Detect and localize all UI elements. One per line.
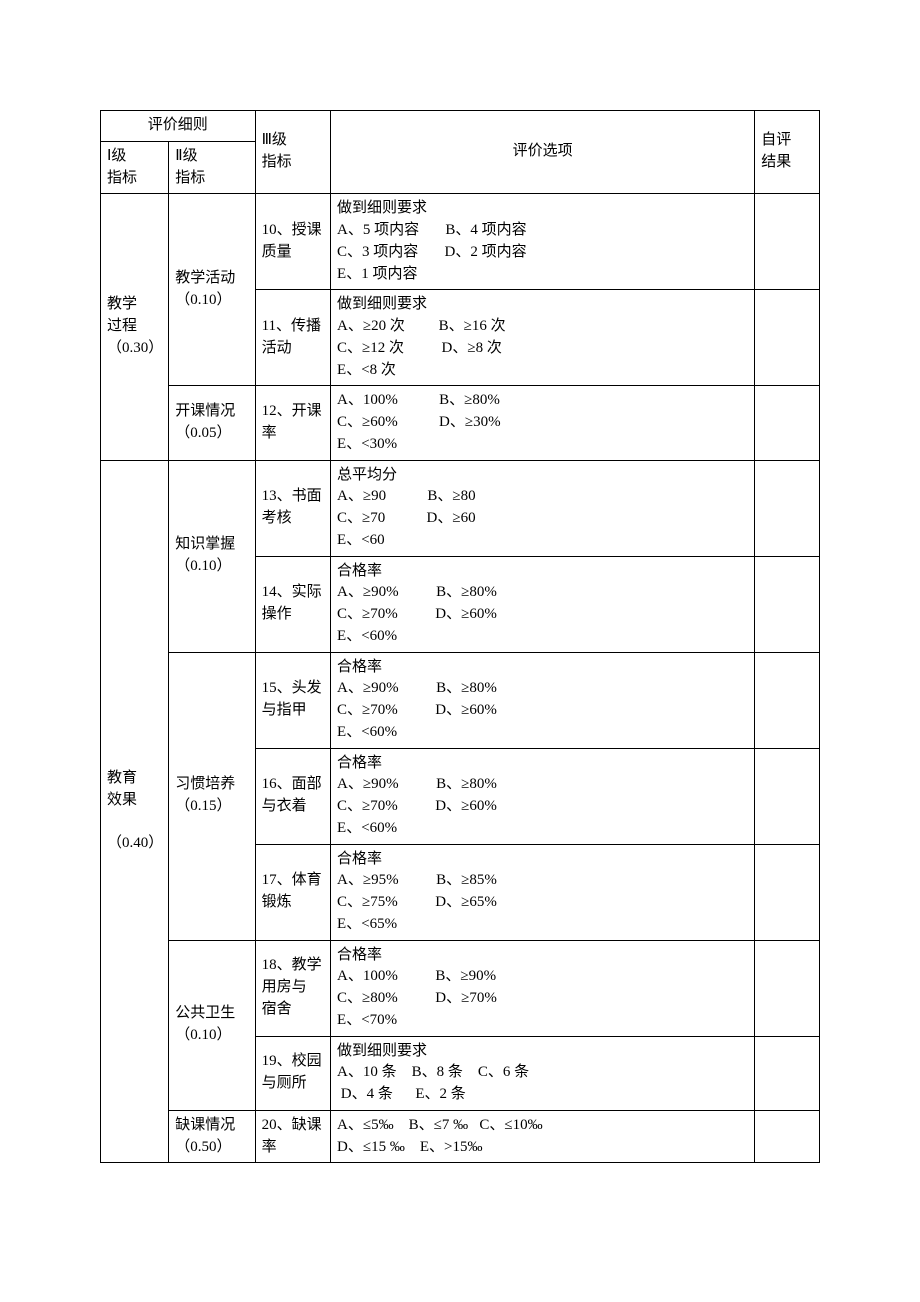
- l3-15: 15、头发 与指甲: [255, 652, 330, 748]
- opts-12: A、100% B、≥80% C、≥60% D、≥30% E、<30%: [331, 386, 755, 460]
- row-20: 缺课情况 （0.50） 20、缺课 率 A、≤5‰ B、≤7 ‰ C、≤10‰ …: [101, 1110, 820, 1163]
- opts-14: 合格率 A、≥90% B、≥80% C、≥70% D、≥60% E、<60%: [331, 556, 755, 652]
- result-16: [755, 748, 820, 844]
- header-level2: Ⅱ级 指标: [169, 141, 255, 194]
- evaluation-table: 评价细则 Ⅲ级 指标 评价选项 自评 结果 Ⅰ级 指标 Ⅱ级 指标 教学 过程 …: [100, 110, 820, 1163]
- result-11: [755, 290, 820, 386]
- l1-edu-effect: 教育 效果 （0.40）: [101, 460, 169, 1163]
- opts-11: 做到细则要求 A、≥20 次 B、≥16 次 C、≥12 次 D、≥8 次 E、…: [331, 290, 755, 386]
- l1-teach-process: 教学 过程 （0.30）: [101, 194, 169, 460]
- opts-10: 做到细则要求 A、5 项内容 B、4 项内容 C、3 项内容 D、2 项内容 E…: [331, 194, 755, 290]
- l3-16: 16、面部 与衣着: [255, 748, 330, 844]
- l3-10: 10、授课 质量: [255, 194, 330, 290]
- result-15: [755, 652, 820, 748]
- result-12: [755, 386, 820, 460]
- header-level1: Ⅰ级 指标: [101, 141, 169, 194]
- result-17: [755, 844, 820, 940]
- l3-17: 17、体育 锻炼: [255, 844, 330, 940]
- opts-13: 总平均分 A、≥90 B、≥80 C、≥70 D、≥60 E、<60: [331, 460, 755, 556]
- l2-knowledge: 知识掌握 （0.10）: [169, 460, 255, 652]
- row-13: 教育 效果 （0.40） 知识掌握 （0.10） 13、书面 考核 总平均分 A…: [101, 460, 820, 556]
- row-18: 公共卫生 （0.10） 18、教学 用房与 宿舍 合格率 A、100% B、≥9…: [101, 940, 820, 1036]
- l3-20: 20、缺课 率: [255, 1110, 330, 1163]
- l3-13: 13、书面 考核: [255, 460, 330, 556]
- row-10: 教学 过程 （0.30） 教学活动 （0.10） 10、授课 质量 做到细则要求…: [101, 194, 820, 290]
- l3-18: 18、教学 用房与 宿舍: [255, 940, 330, 1036]
- header-rules: 评价细则: [101, 111, 256, 142]
- l3-14: 14、实际 操作: [255, 556, 330, 652]
- l2-habit: 习惯培养 （0.15）: [169, 652, 255, 940]
- result-10: [755, 194, 820, 290]
- opts-20: A、≤5‰ B、≤7 ‰ C、≤10‰ D、≤15 ‰ E、>15‰: [331, 1110, 755, 1163]
- opts-18: 合格率 A、100% B、≥90% C、≥80% D、≥70% E、<70%: [331, 940, 755, 1036]
- result-13: [755, 460, 820, 556]
- opts-16: 合格率 A、≥90% B、≥80% C、≥70% D、≥60% E、<60%: [331, 748, 755, 844]
- opts-17: 合格率 A、≥95% B、≥85% C、≥75% D、≥65% E、<65%: [331, 844, 755, 940]
- l2-teach-activity: 教学活动 （0.10）: [169, 194, 255, 386]
- header-row-1: 评价细则 Ⅲ级 指标 评价选项 自评 结果: [101, 111, 820, 142]
- opts-15: 合格率 A、≥90% B、≥80% C、≥70% D、≥60% E、<60%: [331, 652, 755, 748]
- result-18: [755, 940, 820, 1036]
- l2-class-open: 开课情况 （0.05）: [169, 386, 255, 460]
- header-selfeval: 自评 结果: [755, 111, 820, 194]
- row-15: 习惯培养 （0.15） 15、头发 与指甲 合格率 A、≥90% B、≥80% …: [101, 652, 820, 748]
- opts-19: 做到细则要求 A、10 条 B、8 条 C、6 条 D、4 条 E、2 条: [331, 1036, 755, 1110]
- header-level3: Ⅲ级 指标: [255, 111, 330, 194]
- result-20: [755, 1110, 820, 1163]
- header-options: 评价选项: [331, 111, 755, 194]
- result-14: [755, 556, 820, 652]
- l2-public-health: 公共卫生 （0.10）: [169, 940, 255, 1110]
- result-19: [755, 1036, 820, 1110]
- row-12: 开课情况 （0.05） 12、开课 率 A、100% B、≥80% C、≥60%…: [101, 386, 820, 460]
- l3-12: 12、开课 率: [255, 386, 330, 460]
- l3-19: 19、校园 与厕所: [255, 1036, 330, 1110]
- l3-11: 11、传播 活动: [255, 290, 330, 386]
- l2-absence: 缺课情况 （0.50）: [169, 1110, 255, 1163]
